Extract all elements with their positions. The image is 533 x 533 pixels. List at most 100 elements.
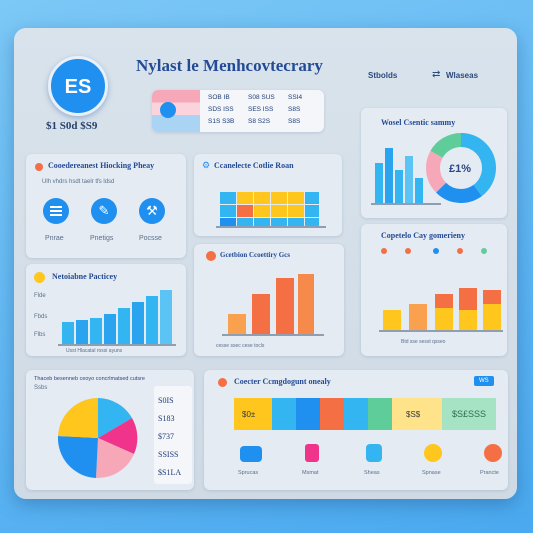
mini-indicator: [481, 248, 487, 254]
bar: [483, 304, 501, 330]
ccmgdogunt-card-title: Coecter Ccmgdogunt onealy: [234, 377, 331, 386]
bar: [62, 322, 74, 344]
summary-bar: [395, 170, 403, 203]
menu-statbolds[interactable]: Stbolds: [368, 71, 398, 80]
lock-icon[interactable]: [305, 444, 319, 462]
info-card-dot: [160, 102, 176, 118]
gomerieny-axis-label: Btd sse sesst qsseo: [401, 339, 446, 345]
info-cell: SSI4: [288, 94, 303, 101]
edit-icon[interactable]: ✎: [91, 198, 117, 224]
segment: [392, 398, 442, 430]
bar: [409, 304, 427, 330]
mini-indicator: [457, 248, 463, 254]
stacked-bar-chart: [379, 288, 503, 332]
logo-text: ES: [64, 76, 92, 98]
mini-indicator: [405, 248, 411, 254]
gomerieny-card[interactable]: Copetelo Cay gomerieny Btd sse sesst qss…: [361, 224, 507, 356]
menu-wlaseas[interactable]: Wlaseas: [446, 71, 479, 80]
icon-label: Pnetigs: [90, 235, 114, 242]
icon-label: Pnrae: [45, 235, 64, 242]
coltie-grid: [216, 192, 326, 228]
bar: [459, 310, 477, 330]
power-icon[interactable]: [484, 444, 502, 462]
segment: [296, 398, 320, 430]
coltie-card-title: Ccanelecte Cotlie Roan: [214, 161, 294, 170]
logo-badge[interactable]: ES: [48, 56, 108, 116]
bulb-icon[interactable]: [424, 444, 442, 462]
pie-value: $737: [158, 432, 174, 441]
balance-readout: $1 S0d $S9: [46, 120, 98, 132]
pie-chart: [57, 397, 138, 479]
pin-icon: [35, 163, 43, 171]
bar: [90, 318, 102, 344]
hocking-card-title: Cooedereanest Hiocking Pheay: [48, 161, 155, 170]
summary-bar: [405, 156, 413, 203]
summary-bar: [375, 163, 383, 203]
pie-card-title: Thaceb besenneb ceoyo concrlmatsed cutsr…: [34, 376, 145, 382]
bar: [459, 288, 477, 310]
bar: [160, 290, 172, 344]
ws-tag[interactable]: WS: [474, 376, 494, 386]
summary-bar: [385, 148, 393, 203]
pie-slice: [98, 418, 138, 454]
tool-icon[interactable]: ⚒: [139, 198, 165, 224]
dashboard-window: ES Nylast le Menhcovtecrary $1 S0d $S9 S…: [14, 28, 517, 499]
segment: [368, 398, 392, 430]
icon-label: Pocsse: [139, 235, 162, 242]
donut-center-value: £1%: [449, 163, 472, 175]
mini-indicator: [381, 248, 387, 254]
info-cell: S8 S2S: [248, 118, 271, 125]
y-tick: Fbds: [34, 314, 48, 320]
y-tick: Flbs: [34, 332, 46, 338]
segment: [442, 398, 496, 430]
info-cell: S1S S3B: [208, 118, 235, 125]
page-title: Nylast le Menhcovtecrary: [136, 56, 323, 75]
pie-slice: [57, 436, 98, 478]
info-cell: S08 SUS: [248, 94, 275, 101]
bar: [298, 274, 314, 334]
bar: [132, 302, 144, 344]
segment: [272, 398, 296, 430]
pie-value-panel: S0IS S183 $737 SSISS $S1LA: [154, 386, 192, 484]
bar: [118, 308, 130, 344]
gomerieny-card-title: Copetelo Cay gomerieny: [381, 231, 465, 240]
summary-card[interactable]: Wosel Csentic sammy £1%: [361, 108, 507, 218]
pacticey-card-title: Netoiabne Pacticey: [52, 272, 118, 281]
strip-label: $0±: [242, 410, 256, 419]
drop-icon: [218, 378, 227, 387]
bar: [383, 310, 401, 330]
transfer-icon[interactable]: ⇄: [432, 69, 441, 80]
gcetbion-card-title: Gcetbion Ccoettiry Gcs: [220, 251, 290, 259]
icon-label: Spnase: [422, 470, 441, 476]
gcetbion-card[interactable]: Gcetbion Ccoettiry Gcs cesse ssec cese t…: [194, 244, 344, 356]
icon-label: Sheas: [364, 470, 380, 476]
bar: [435, 294, 453, 308]
mini-indicator: [433, 248, 439, 254]
pie-value: S0IS: [158, 396, 174, 405]
hocking-card[interactable]: Cooedereanest Hiocking Pheay Ulh vhdrs h…: [26, 154, 186, 258]
info-cell: SOB IB: [208, 94, 230, 101]
bar: [483, 290, 501, 304]
list-icon[interactable]: [43, 198, 69, 224]
icon-label: Prancte: [480, 470, 499, 476]
info-cell: SDS ISS: [208, 106, 234, 113]
flame-icon: [206, 251, 216, 261]
gcetbion-axis-label: cesse ssec cese tocls: [216, 343, 265, 349]
bar: [228, 314, 246, 334]
info-cell: S8S: [288, 106, 301, 113]
coltie-card[interactable]: ⚙ Ccanelecte Cotlie Roan: [194, 154, 342, 236]
ccmgdogunt-card[interactable]: Coecter Ccmgdogunt onealy WS $0± $S$ $S£…: [204, 370, 508, 490]
pie-card[interactable]: Thaceb besenneb ceoyo concrlmatsed cutsr…: [26, 370, 194, 490]
strip-label: $S$: [406, 410, 421, 419]
y-tick: Flde: [34, 293, 46, 299]
icon-label: Sprucas: [238, 470, 259, 476]
bar: [76, 320, 88, 344]
badge-icon[interactable]: [366, 444, 382, 462]
pie-value: $S1LA: [158, 468, 182, 477]
pacticey-card[interactable]: Netoiabne Pacticey Flde Fbds Flbs Usst H…: [26, 264, 186, 356]
account-info-card[interactable]: SOB IB S08 SUS SSI4 SDS ISS SES ISS S8S …: [152, 90, 324, 132]
pie-card-subtitle: Ssbs: [34, 385, 48, 391]
pie-value: S183: [158, 414, 175, 423]
coin-icon: [34, 272, 45, 283]
hand-icon[interactable]: [240, 446, 262, 462]
